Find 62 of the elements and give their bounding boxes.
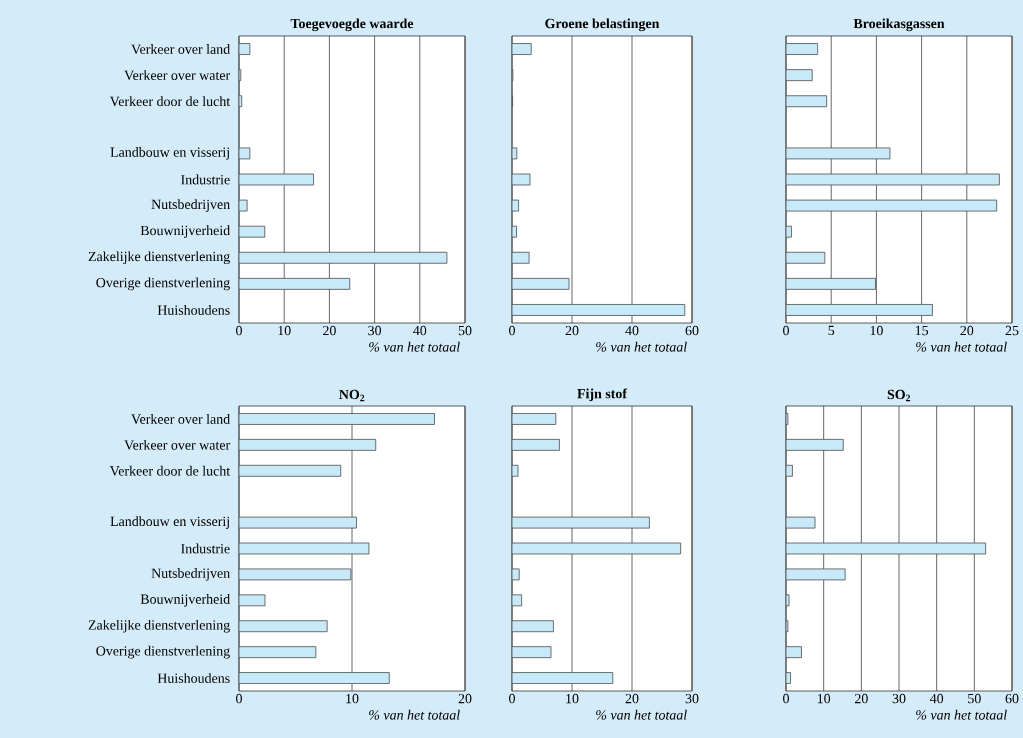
y-tick-label: Industrie (181, 174, 230, 185)
x-tick-label: 50 (968, 693, 981, 704)
y-tick-label: Zakelijke dienstverlening (88, 251, 230, 265)
x-tick-label: 60 (685, 325, 699, 336)
y-tick-label: Verkeer over water (124, 439, 231, 450)
y-tick-label: Overige dienstverlening (96, 277, 230, 291)
x-tick-label: 20 (625, 693, 639, 704)
x-tick-label: 0 (236, 693, 242, 704)
chart-title: SO$_{2}$ (887, 389, 911, 402)
x-tick-label: 0 (783, 693, 789, 704)
chart-title: Toegevoegde waarde (290, 18, 414, 32)
x-axis-title: % van het totaal (369, 341, 460, 352)
x-tick-label: 20 (323, 325, 336, 336)
x-tick-label: 10 (817, 693, 831, 704)
x-tick-label: 10 (870, 325, 883, 336)
chart-title: NO$_{2}$ (339, 389, 365, 402)
x-tick-label: 40 (625, 325, 639, 336)
chart-title: Groene belastingen (545, 18, 660, 32)
chart-title: Broeikasgassen (853, 18, 945, 32)
chart-title: Fijn stof (577, 388, 628, 402)
x-tick-label: 30 (368, 325, 382, 336)
x-tick-label: 0 (236, 325, 242, 336)
y-tick-label: Verkeer over water (124, 70, 231, 81)
x-tick-label: 30 (685, 693, 699, 704)
x-tick-label: 20 (960, 325, 974, 336)
y-tick-label: Landbouw en visserij (110, 516, 229, 529)
x-tick-label: 60 (1005, 693, 1019, 704)
x-tick-label: 25 (1005, 325, 1019, 336)
x-tick-label: 40 (929, 693, 944, 704)
y-tick-label: Nutsbedrijven (151, 199, 230, 212)
x-tick-label: 15 (915, 325, 929, 336)
y-tick-label: Bouwnijverheid (140, 593, 230, 607)
x-tick-label: 40 (413, 325, 427, 336)
x-tick-label: 50 (458, 325, 472, 336)
y-tick-label: Industrie (181, 543, 230, 554)
x-axis-title: % van het totaal (596, 341, 687, 352)
y-tick-label: Bouwnijverheid (140, 225, 230, 238)
y-tick-label: Huishoudens (157, 673, 230, 683)
x-tick-label: 20 (565, 325, 579, 336)
y-tick-label: Verkeer door de lucht (109, 465, 231, 476)
x-tick-label: 20 (854, 693, 868, 704)
x-tick-label: 0 (783, 325, 789, 336)
y-tick-label: Verkeer over land (131, 414, 230, 424)
x-tick-label: 10 (346, 693, 359, 704)
x-axis-title: % van het totaal (916, 341, 1007, 352)
y-tick-label: Overige dienstverlening (96, 645, 230, 659)
y-tick-label: Verkeer over land (131, 44, 230, 54)
x-tick-label: 30 (892, 693, 906, 704)
x-axis-title: % van het totaal (369, 709, 460, 720)
x-axis-title: % van het totaal (596, 709, 687, 720)
x-tick-label: 20 (458, 693, 472, 704)
x-axis-title: % van het totaal (916, 709, 1007, 720)
x-tick-label: 10 (278, 325, 291, 336)
x-tick-label: 0 (509, 693, 515, 704)
y-tick-label: Verkeer door de lucht (109, 96, 231, 107)
y-tick-label: Huishoudens (157, 305, 230, 315)
x-tick-label: 0 (509, 325, 515, 336)
y-tick-label: Zakelijke dienstverlening (88, 619, 230, 633)
x-tick-label: 5 (828, 325, 835, 336)
y-tick-label: Landbouw en visserij (110, 147, 229, 160)
x-tick-label: 10 (566, 693, 579, 704)
y-tick-label: Nutsbedrijven (151, 568, 230, 581)
